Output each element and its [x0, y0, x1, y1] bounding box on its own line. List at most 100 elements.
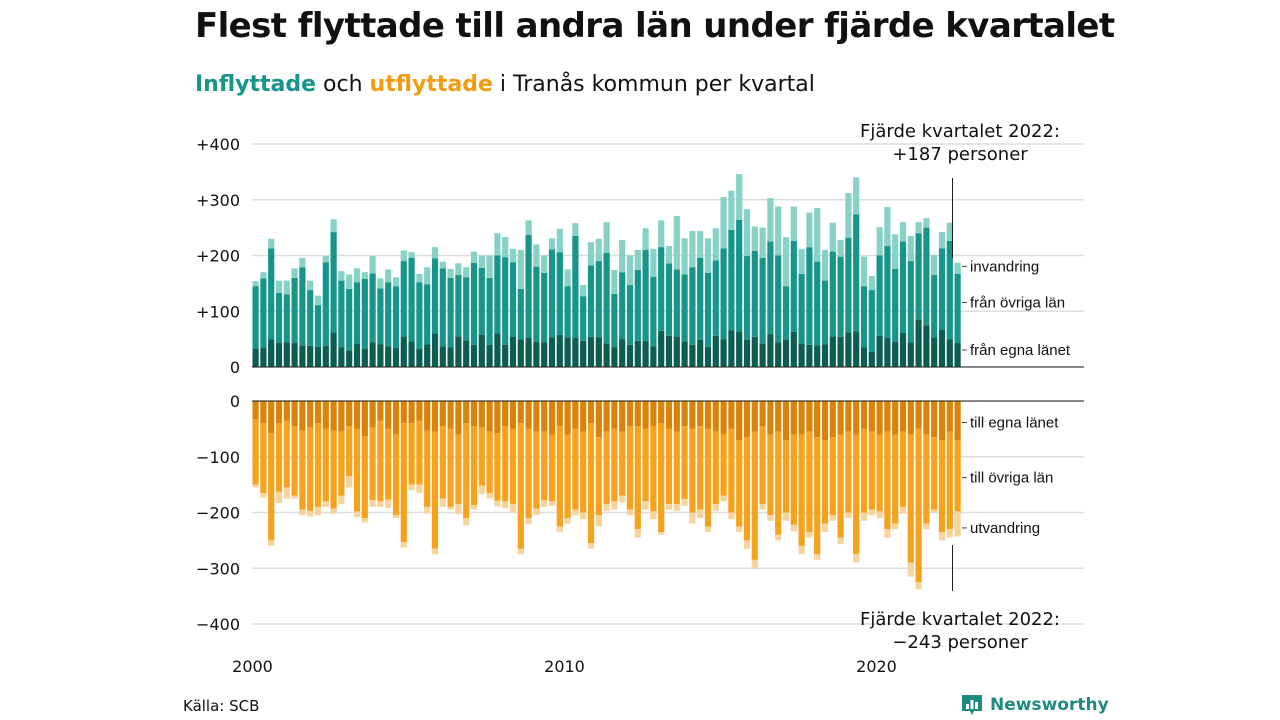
bar-out-2 — [782, 512, 790, 521]
bar-in-1 — [634, 269, 641, 341]
bar-in-2 — [650, 248, 657, 277]
bar-out-2 — [470, 505, 478, 510]
bar-in-1 — [517, 288, 524, 340]
bar-in-2 — [517, 249, 524, 289]
bar-in-2 — [884, 206, 891, 247]
bottom-y-tick: −200 — [196, 504, 240, 523]
bar-in-0 — [447, 347, 454, 367]
bar-out-2 — [650, 511, 657, 520]
bar-out-0 — [268, 401, 275, 434]
bar-out-0 — [431, 401, 439, 432]
bar-out-2 — [463, 518, 470, 526]
bar-out-0 — [541, 401, 548, 432]
bar-out-1 — [377, 420, 384, 502]
bar-out-2 — [946, 529, 953, 538]
bar-out-0 — [330, 401, 337, 431]
bar-in-2 — [915, 222, 922, 234]
bar-out-1 — [751, 431, 758, 560]
bar-out-2 — [712, 504, 719, 511]
bar-out-0 — [634, 401, 641, 427]
bar-out-1 — [689, 428, 696, 513]
bar-out-1 — [595, 437, 602, 516]
bar-in-2 — [829, 222, 836, 252]
bar-out-1 — [525, 428, 532, 519]
bar-in-2 — [673, 215, 680, 270]
bar-in-1 — [704, 272, 712, 347]
bar-out-2 — [455, 504, 462, 515]
bar-in-0 — [673, 336, 680, 367]
bar-in-1 — [572, 235, 579, 339]
bar-out-1 — [642, 428, 649, 502]
bar-out-2 — [275, 491, 283, 504]
bar-out-2 — [673, 504, 680, 511]
bar-out-2 — [611, 501, 618, 510]
bar-out-1 — [611, 428, 618, 502]
bar-out-2 — [884, 529, 891, 538]
bar-in-0 — [884, 338, 891, 367]
bar-in-2 — [619, 239, 626, 273]
bar-in-0 — [509, 336, 517, 367]
bar-out-2 — [369, 500, 376, 507]
bar-out-1 — [829, 437, 836, 516]
bar-in-1 — [829, 251, 836, 337]
bar-out-1 — [478, 427, 485, 486]
bar-out-0 — [502, 401, 509, 427]
bar-out-2 — [814, 554, 821, 560]
bar-in-0 — [954, 343, 961, 367]
bar-in-2 — [439, 261, 446, 269]
bar-in-1 — [314, 305, 322, 347]
bar-in-0 — [502, 344, 509, 367]
bar-out-1 — [837, 434, 844, 538]
bar-in-0 — [938, 329, 946, 367]
bar-out-0 — [533, 401, 540, 432]
bar-in-2 — [463, 267, 470, 278]
bar-in-2 — [478, 255, 485, 268]
bar-in-0 — [580, 340, 587, 367]
bar-in-0 — [338, 347, 345, 367]
bar-out-0 — [946, 401, 953, 432]
bar-out-0 — [322, 401, 329, 429]
bar-out-1 — [946, 431, 953, 530]
bar-in-1 — [283, 294, 290, 343]
top-annotation-text: Fjärde kvartalet 2022: — [860, 121, 1060, 142]
bar-in-0 — [268, 339, 275, 367]
bar-in-2 — [837, 239, 844, 257]
bar-in-1 — [307, 290, 314, 346]
bar-in-2 — [759, 227, 766, 258]
bar-out-0 — [938, 401, 946, 441]
bar-out-2 — [314, 506, 322, 516]
bar-in-2 — [416, 273, 423, 283]
bar-in-0 — [650, 346, 657, 367]
top-y-tick: +300 — [196, 191, 240, 210]
bar-in-2 — [814, 208, 821, 262]
bar-out-2 — [681, 499, 688, 506]
bar-out-0 — [736, 401, 743, 441]
bar-in-0 — [322, 345, 329, 367]
bar-in-1 — [806, 247, 813, 345]
bar-in-1 — [580, 296, 587, 341]
bar-in-1 — [509, 262, 517, 337]
x-tick: 2000 — [232, 657, 273, 676]
bar-out-0 — [283, 401, 290, 421]
bar-in-1 — [611, 293, 618, 348]
bar-out-1 — [494, 433, 501, 501]
subtitle-out-word: utflyttade — [369, 72, 493, 97]
bar-out-2 — [431, 548, 439, 555]
bar-out-0 — [860, 401, 868, 429]
bar-in-1 — [502, 257, 509, 345]
bar-in-1 — [361, 278, 368, 349]
bar-in-2 — [899, 222, 907, 242]
bar-in-0 — [307, 345, 314, 367]
bar-out-1 — [424, 430, 431, 507]
bar-out-2 — [798, 545, 805, 555]
bar-out-0 — [868, 401, 875, 432]
bar-out-0 — [346, 401, 353, 427]
top-y-tick: 0 — [230, 358, 240, 377]
bar-out-0 — [790, 401, 797, 435]
bar-out-1 — [845, 431, 852, 513]
bar-out-0 — [923, 401, 930, 435]
bar-out-1 — [338, 431, 345, 496]
bar-out-0 — [876, 401, 883, 435]
bar-in-0 — [361, 348, 368, 367]
bar-out-0 — [307, 401, 314, 428]
